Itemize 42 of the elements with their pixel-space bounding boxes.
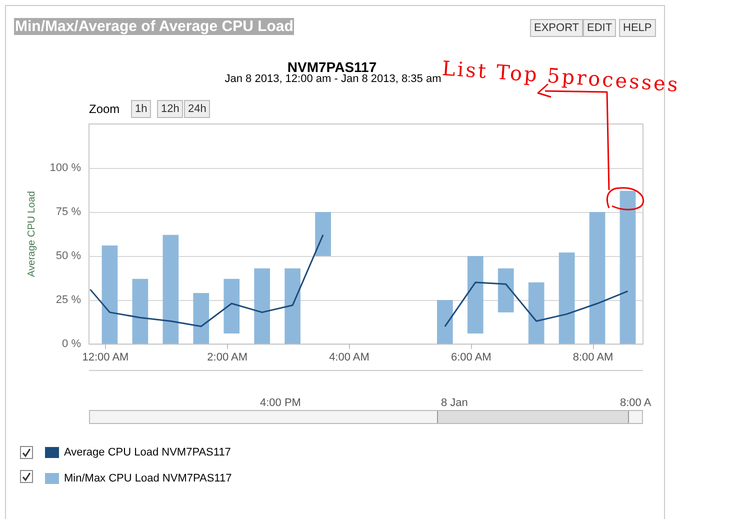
x-tick-label: 8:00 AM [572, 352, 614, 364]
bar [132, 278, 148, 344]
chart-title: Min/Max/Average of Average CPU Load [14, 18, 294, 35]
bar [315, 212, 331, 256]
text: 8:00 A [620, 397, 652, 409]
legend-label: Average CPU Load NVM7PAS117 [64, 446, 231, 458]
text: 1h [131, 100, 152, 118]
x-tick-label: 2:00 AM [207, 352, 248, 364]
bar [102, 245, 118, 344]
bar [558, 252, 575, 344]
text: HELP [619, 19, 656, 37]
text: 12h [157, 100, 184, 118]
bar [437, 300, 453, 344]
bar [620, 190, 636, 344]
bar [254, 268, 270, 344]
bar [528, 282, 544, 344]
legend-label: Min/Max CPU Load NVM7PAS117 [64, 472, 232, 484]
x-tick-label: 12:00 AM [82, 352, 129, 364]
bar [193, 292, 210, 344]
text: 24h [184, 100, 210, 118]
text: 8 Jan [441, 397, 468, 409]
text: EDIT [583, 19, 616, 37]
text: Zoom [89, 102, 120, 116]
y-tick-label: 50 % [56, 250, 82, 262]
bar [162, 234, 179, 344]
text: Jan 8 2013, 12:00 am - Jan 8 2013, 8:35 am [224, 73, 442, 85]
y-tick-label: 0 % [62, 338, 82, 350]
y-tick-label: 25 % [56, 294, 82, 306]
x-tick-label: 6:00 AM [450, 352, 492, 364]
text: List Top 5processes [441, 56, 681, 97]
y-axis-title: Average CPU Load [26, 191, 38, 277]
bar [224, 278, 240, 334]
y-tick-label: 75 % [56, 206, 82, 218]
bar [498, 268, 514, 312]
bar [467, 256, 484, 334]
chart-subtitle: NVM7PAS117 [287, 59, 377, 75]
text: EXPORT [530, 19, 584, 37]
text: 4:00 PM [260, 397, 301, 409]
y-tick-label: 100 % [50, 162, 82, 174]
x-tick-label: 4:00 AM [329, 352, 370, 364]
bar [284, 268, 300, 344]
bar [589, 212, 606, 344]
